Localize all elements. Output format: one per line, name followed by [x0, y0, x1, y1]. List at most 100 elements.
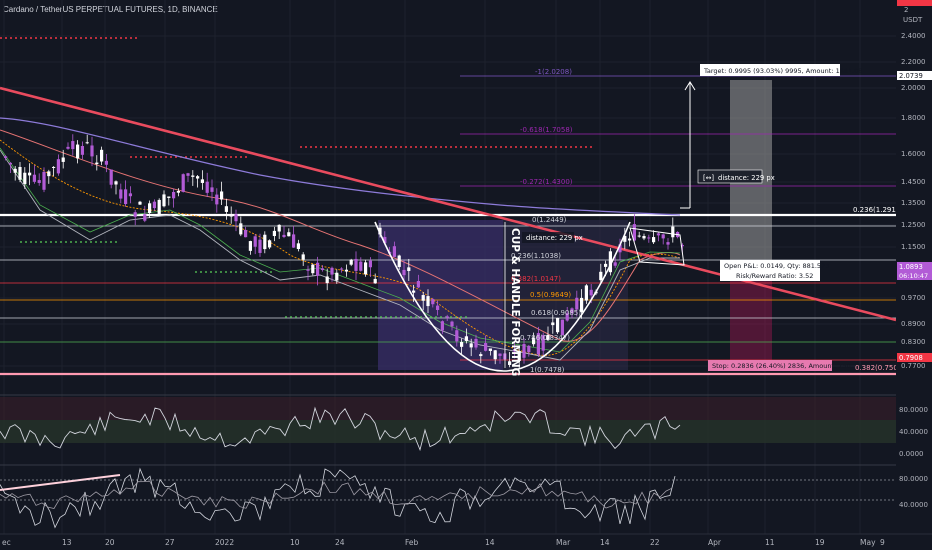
time-tick-label: 22 [650, 538, 660, 547]
candle-body [253, 236, 257, 247]
ma-short-line [0, 147, 681, 353]
candle-body [464, 336, 468, 341]
candle-body [104, 160, 108, 165]
candle-body [340, 268, 344, 270]
supertrend-line [0, 149, 680, 361]
svg-text:Stop: 0.2836 (26.40%) 2836, Am: Stop: 0.2836 (26.40%) 2836, Amount: 750 [712, 362, 851, 370]
candle-body [210, 187, 214, 192]
candle-body [220, 191, 224, 200]
time-tick-label: 2022 [215, 538, 234, 547]
candle-body [301, 254, 305, 260]
candle-body [522, 344, 526, 358]
target-box[interactable]: Target: 0.9995 (93.03%) 9995, Amount: 18… [700, 64, 862, 76]
stop-box[interactable]: Stop: 0.2836 (26.40%) 2836, Amount: 750 [708, 360, 851, 371]
distance-label-1[interactable]: distance: 229 px [522, 232, 583, 243]
position-box[interactable]: Open P&L: 0.0149, Qty: 881.523 Risk/Rewa… [720, 260, 829, 281]
candle-body [364, 262, 368, 275]
candle-body [397, 255, 401, 267]
price-tick-label: 2.4000 [901, 32, 926, 40]
fib-labels: 0.236(1.2917) 0(1.2449) 0.236(1.1038) 0.382… [511, 68, 905, 374]
cup-curve[interactable] [374, 221, 631, 372]
top-alert-tag [897, 0, 932, 6]
rsi-oversold-zone [0, 420, 896, 443]
time-axis[interactable]: ec 13 20 27 2022 10 24 Feb 14 Mar 14 22 Apr 11 19 May 9 [2, 538, 885, 547]
distance-label-2[interactable]: [↔] distance: 229 px [697, 169, 775, 184]
candle-body [128, 193, 132, 197]
fib-label: 0.382(1.0147) [511, 275, 561, 283]
candle-body [100, 149, 104, 162]
time-tick-label: 10 [290, 538, 300, 547]
indicator-axis-labels: 80.0000 40.0000 0.0000 80.0000 40.0000 [899, 406, 928, 509]
svg-text:Target: 0.9995 (93.03%) 9995,: Target: 0.9995 (93.03%) 9995, Amount: 18… [703, 67, 862, 75]
candle-body [85, 142, 89, 144]
candle-body [575, 297, 579, 310]
candle-body [407, 267, 411, 271]
candle-body [565, 313, 569, 321]
candle-body [330, 267, 334, 275]
candle-body [292, 234, 296, 248]
oscillator-trendline [0, 474, 121, 491]
fib-label: 0.236(1.2917) [853, 206, 903, 214]
candle-body [71, 141, 75, 150]
candle-body [18, 166, 22, 180]
rsi-line [0, 406, 681, 452]
oscillator-axis-label: 80.0000 [899, 475, 928, 483]
candle-body [512, 349, 516, 352]
fib-label: -1(2.0208) [535, 68, 572, 76]
handle-outline[interactable] [629, 227, 685, 266]
candle-body [200, 179, 204, 183]
candle-body [42, 171, 46, 190]
candle-body [172, 191, 176, 199]
fib-label: 0.786(0.8347) [520, 334, 570, 342]
candle-body [215, 194, 219, 205]
candle-body [239, 223, 243, 235]
price-tick-label: 0.7700 [901, 362, 926, 370]
current-price-tag: 1.0893 06:10:47 [897, 262, 932, 280]
ma-50-line [0, 129, 681, 342]
price-tick-label: 0.8900 [901, 320, 926, 328]
candle-body [248, 241, 252, 251]
candle-body [637, 235, 641, 237]
candle-body [479, 354, 483, 357]
candle-body [354, 258, 358, 271]
candle-body [368, 260, 372, 268]
fib-label: 1(0.7478) [530, 366, 565, 374]
time-tick-label: ec [2, 538, 11, 547]
chart-title: Cardano / TetherUS PERPETUAL FUTURES, 1D… [3, 5, 218, 14]
candle-body [460, 342, 464, 347]
candle-body [508, 361, 512, 365]
candle-body [412, 290, 416, 293]
candle-body [13, 168, 17, 173]
candle-body [124, 189, 128, 205]
time-tick-label: 9 [880, 538, 885, 547]
candle-body [114, 181, 118, 185]
fib-label: -0.272(1.4300) [520, 178, 573, 186]
rsi-axis-label: 40.0000 [899, 428, 928, 436]
candle-body [133, 212, 137, 217]
candle-body [580, 297, 584, 313]
candle-body [272, 230, 276, 237]
candle-body [642, 236, 646, 239]
descending-trendline[interactable] [0, 86, 897, 322]
candle-body [541, 335, 545, 351]
svg-text:1.0893: 1.0893 [899, 263, 923, 271]
svg-text:[↔]: [↔] [703, 174, 714, 182]
time-tick-label: 14 [600, 538, 610, 547]
time-tick-label: 24 [335, 538, 345, 547]
candle-body [186, 173, 190, 176]
time-tick-label: 13 [62, 538, 72, 547]
candle-body [320, 268, 324, 271]
time-tick-label: May [860, 538, 876, 547]
candle-body [652, 237, 656, 243]
candle-body [316, 262, 320, 276]
price-tick-label: 1.2500 [901, 221, 926, 229]
candle-body [536, 333, 540, 355]
price-axis-top-tick: 2 [904, 6, 908, 14]
price-tick-label: 0.9700 [901, 294, 926, 302]
candle-body [493, 350, 497, 360]
candle-body [484, 343, 488, 351]
candle-body [488, 348, 492, 351]
candle-body [599, 271, 603, 281]
candle-body [378, 227, 382, 235]
